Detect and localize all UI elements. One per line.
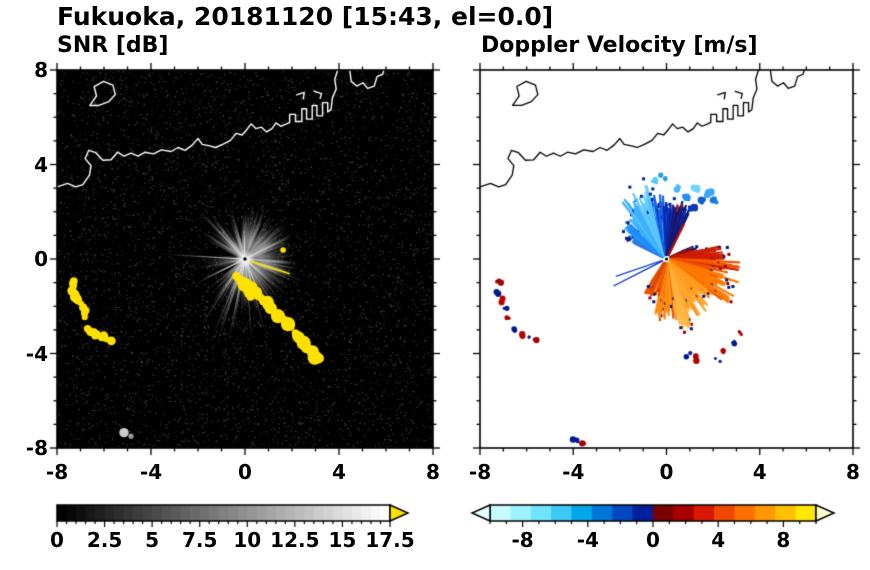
tick-label-8: 8 [426, 460, 440, 484]
tick-label-4: 4 [34, 152, 48, 177]
tick-label--4: -4 [576, 528, 599, 552]
tick-label-4: 4 [711, 528, 726, 552]
doppler-panel-title: Doppler Velocity [m/s] [481, 33, 758, 58]
tick-label-8: 8 [846, 460, 860, 484]
snr-panel-title: SNR [dB] [57, 33, 169, 58]
doppler-ppi-plot [464, 54, 869, 464]
tick-label-10: 10 [233, 528, 262, 552]
tick-label--4: -4 [25, 341, 48, 366]
tick-label-2.5: 2.5 [86, 528, 123, 552]
tick-label-0: 0 [34, 247, 48, 271]
tick-label-12.5: 12.5 [270, 528, 320, 552]
tick-label-8: 8 [776, 528, 791, 552]
snr-colorbar [50, 499, 430, 535]
tick-label-0: 0 [646, 528, 660, 552]
tick-label-0: 0 [50, 528, 64, 552]
tick-label--4: -4 [139, 460, 163, 484]
tick-label-15: 15 [328, 528, 357, 552]
tick-label--8: -8 [511, 528, 534, 552]
tick-label--4: -4 [562, 460, 585, 484]
tick-label-5: 5 [145, 528, 160, 552]
tick-label-0: 0 [238, 460, 252, 484]
tick-label--8: -8 [45, 460, 69, 484]
snr-ppi-plot [41, 54, 449, 464]
doppler-colorbar [468, 499, 868, 535]
tick-label-4: 4 [752, 460, 767, 484]
figure-title: Fukuoka, 20181120 [15:43, el=0.0] [57, 2, 554, 31]
tick-label-17.5: 17.5 [365, 528, 415, 552]
tick-label--8: -8 [25, 436, 48, 460]
tick-label-4: 4 [332, 460, 346, 484]
tick-label-8: 8 [34, 58, 48, 82]
tick-label--8: -8 [468, 460, 492, 484]
tick-label-7.5: 7.5 [181, 528, 218, 552]
tick-label-0: 0 [659, 460, 674, 484]
